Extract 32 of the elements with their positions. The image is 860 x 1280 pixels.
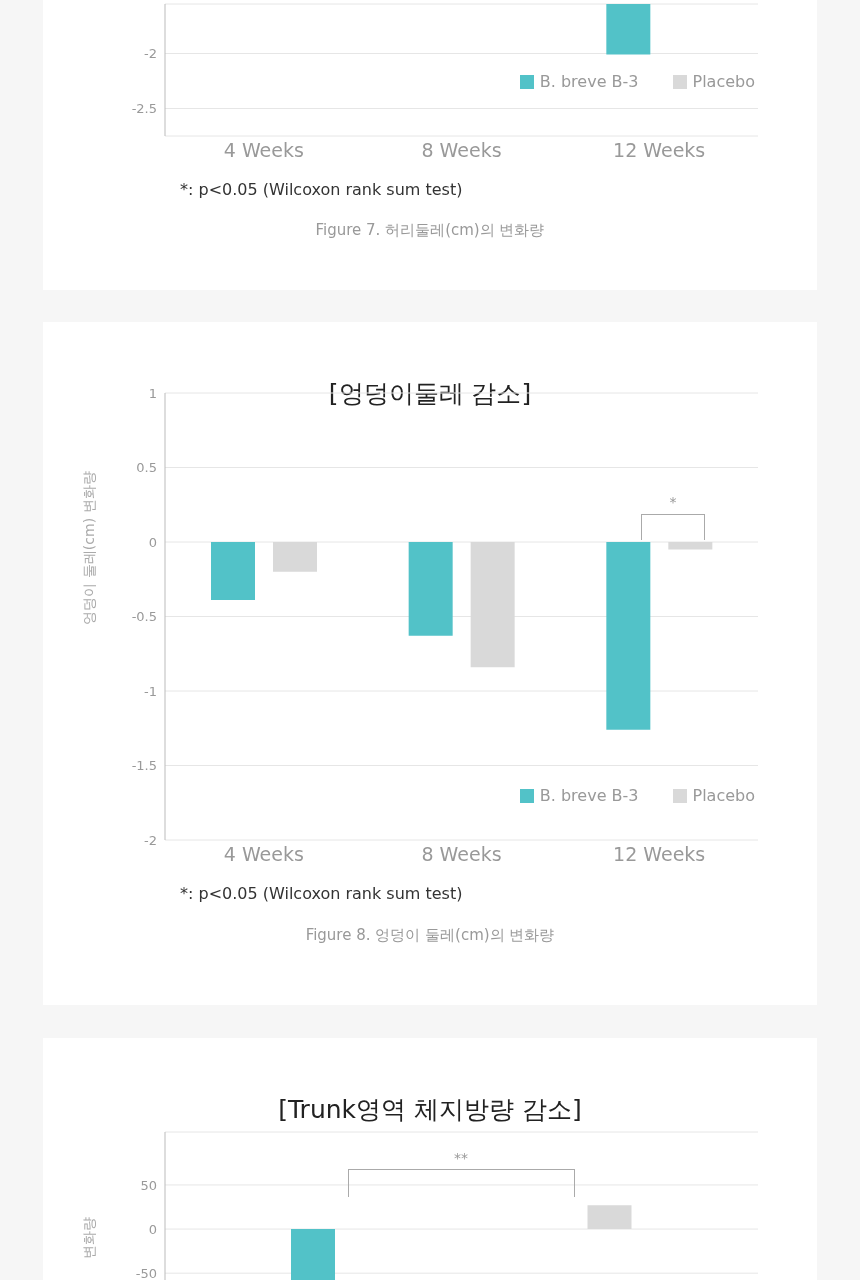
x-tick-label: 4 Weeks [223,139,304,162]
legend-label: Placebo [692,786,755,805]
caption: Figure 8. 엉덩이 둘레(cm)의 변화량 [304,926,556,945]
legend-label: B. breve B-3 [539,786,639,805]
y-tick-label: 50 [140,1177,157,1193]
x-tick-label: 12 Weeks [613,843,706,866]
legend-label: B. breve B-3 [539,72,639,91]
x-tick-label: 12 Weeks [613,139,706,162]
x-tick-label: 4 Weeks [223,843,304,866]
x-tick-label: 8 Weeks [421,139,502,162]
chart-title: [Trunk영역 체지방량 감소] [277,1094,583,1126]
y-tick-label: 0 [148,534,157,550]
annotation: ** [453,1150,469,1166]
y-tick-label: 0.5 [136,460,157,476]
y-tick-label: 0 [148,1221,157,1237]
y-tick-label: -1 [144,683,157,699]
legend-label: Placebo [692,72,755,91]
y-tick-label: 1 [148,385,157,401]
text: *: p<0.05 (Wilcoxon rank sum test) [180,180,463,199]
text: *: p<0.05 (Wilcoxon rank sum test) [180,884,463,903]
caption: Figure 7. 허리둘레(cm)의 변화량 [314,221,546,240]
y-axis-title: 엉덩이 둘레(cm) 변화량 [81,471,98,625]
x-tick-label: 8 Weeks [421,843,502,866]
y-tick-label: -2 [144,46,157,62]
y-tick-label: -1.5 [131,758,157,774]
y-tick-label: -2.5 [131,101,157,117]
y-axis-title: 변화량 [81,1217,98,1259]
y-tick-label: -0.5 [131,609,157,625]
annotation: * [668,494,678,510]
y-tick-label: -50 [135,1265,157,1280]
chart-title: [엉덩이둘레 감소] [328,379,532,408]
y-tick-label: -2 [144,832,157,848]
